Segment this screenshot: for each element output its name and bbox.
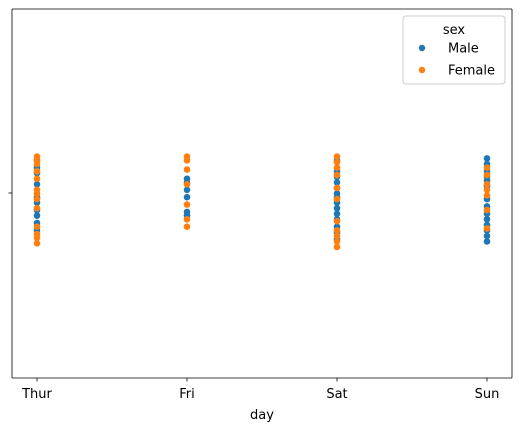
point-female: [183, 223, 191, 231]
point-female: [483, 206, 491, 214]
point-female: [33, 204, 41, 212]
point-female: [333, 184, 341, 192]
x-tick-label-thur: Thur: [21, 387, 52, 402]
point-female: [33, 168, 41, 175]
point-female: [333, 158, 341, 166]
point-female: [33, 160, 41, 168]
point-female: [333, 195, 341, 203]
point-female: [183, 166, 191, 173]
point-male: [333, 204, 341, 212]
legend-label-male: Male: [448, 42, 479, 57]
point-male: [33, 180, 41, 188]
point-male: [183, 193, 191, 201]
point-female: [483, 164, 491, 171]
x-axis-label: day: [250, 408, 274, 423]
x-ticks-layer: Thur Fri Sat Sun: [21, 378, 499, 402]
point-male: [483, 216, 491, 223]
legend: sex Male Female: [402, 15, 506, 85]
point-male: [333, 210, 341, 218]
point-female: [333, 171, 341, 179]
x-tick-label-fri: Fri: [179, 387, 195, 402]
legend-label-female: Female: [448, 64, 495, 79]
axes-frame: [11, 8, 513, 379]
point-female: [33, 240, 41, 247]
points-layer: [33, 153, 491, 251]
legend-marker-female: [418, 66, 426, 74]
point-male: [183, 186, 191, 194]
point-male: [483, 232, 491, 240]
point-female: [183, 180, 191, 188]
point-female: [333, 217, 341, 225]
point-female: [483, 192, 491, 199]
point-male: [483, 155, 491, 162]
point-female: [183, 216, 191, 223]
point-female: [333, 164, 341, 171]
point-female: [483, 180, 491, 188]
legend-marker-male: [418, 44, 426, 52]
point-female: [183, 156, 191, 164]
legend-box: [402, 15, 506, 85]
point-female: [333, 243, 341, 251]
point-male: [333, 179, 341, 186]
point-female: [333, 238, 341, 245]
point-female: [333, 153, 341, 160]
point-female: [333, 227, 341, 234]
x-tick-label-sat: Sat: [326, 387, 347, 402]
point-female: [33, 190, 41, 197]
point-female: [33, 234, 41, 242]
legend-title: sex: [443, 23, 466, 38]
point-female: [483, 186, 491, 194]
point-female: [33, 175, 41, 183]
point-female: [183, 201, 191, 208]
point-female: [483, 171, 491, 179]
point-male: [483, 238, 491, 245]
point-male: [33, 212, 41, 219]
point-female: [33, 195, 41, 203]
point-female: [33, 223, 41, 231]
x-tick-label-sun: Sun: [475, 387, 500, 402]
point-female: [333, 232, 341, 240]
point-female: [483, 225, 491, 232]
